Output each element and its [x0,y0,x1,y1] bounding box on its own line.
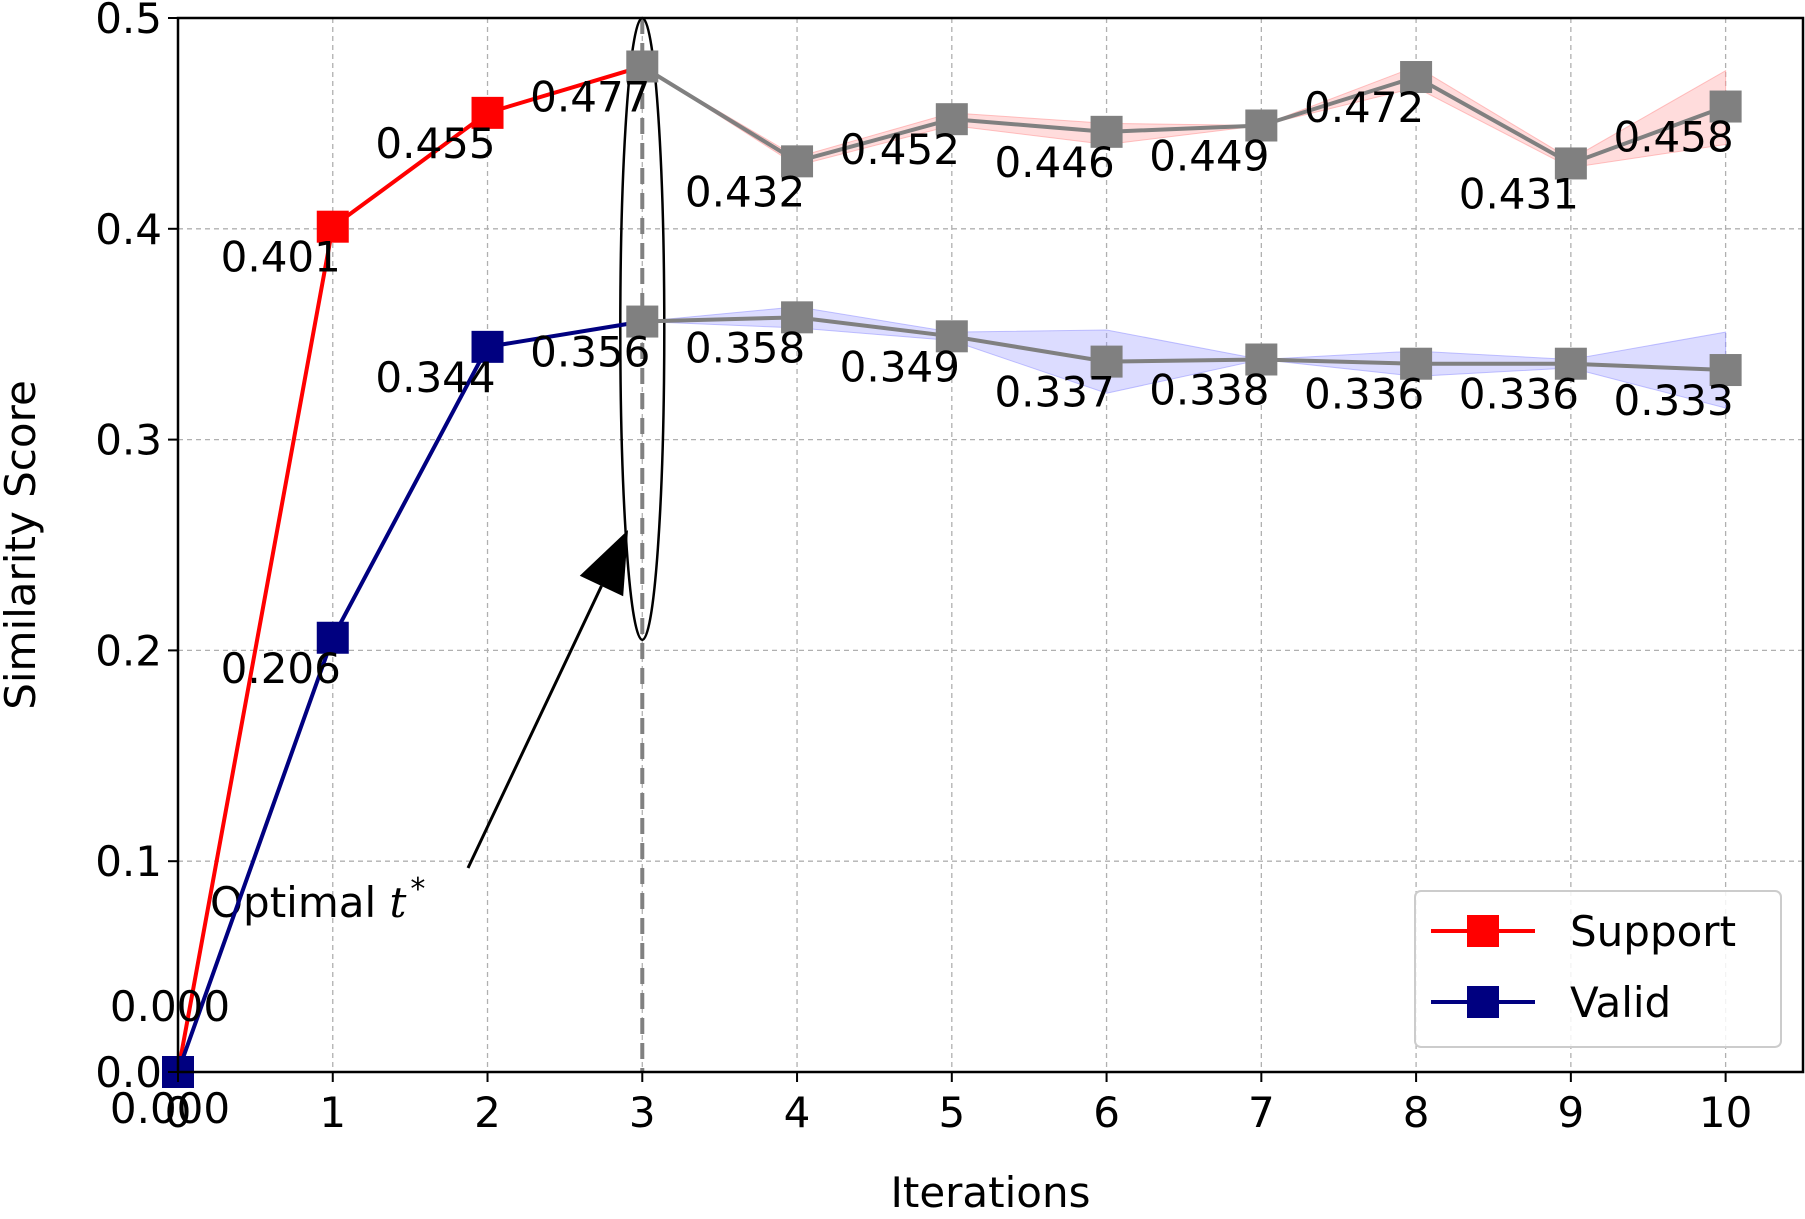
data-point-support [316,210,349,243]
x-axis-label: Iterations [890,1168,1090,1217]
x-tick-label: 3 [629,1088,656,1137]
data-point-support [781,145,814,178]
x-tick-label: 6 [1093,1088,1120,1137]
x-tick-label: 7 [1248,1088,1275,1137]
data-label: 0.344 [375,353,495,402]
series-line-tail-valid [642,315,1726,373]
data-label: 0.449 [1149,132,1269,181]
y-tick-label: 0.5 [95,0,162,43]
data-point-support [1709,90,1742,123]
y-tick-label: 0.3 [95,416,162,465]
data-label: 0.336 [1304,370,1424,419]
data-point-valid [471,330,504,363]
y-tick-label: 0.1 [95,837,162,886]
data-label: 0.000 [110,982,230,1031]
data-label: 0.336 [1459,370,1579,419]
data-point-valid [316,621,349,654]
optimal-annotation-text: Optimal t * [210,872,425,927]
optimal-annotation: Optimal t * [210,16,666,1072]
data-labels: 0.000 0.401 0.455 0.477 0.432 0.452 0.446 0.449… [110,72,1734,1133]
data-point-valid [1245,343,1278,376]
data-label: 0.338 [1149,365,1269,414]
data-point-support [626,50,659,83]
data-point-valid [781,301,814,334]
legend-label-valid: Valid [1570,978,1671,1027]
data-label: 0.356 [530,328,650,377]
x-tick-label: 4 [784,1088,811,1137]
x-tick-label: 8 [1403,1088,1430,1137]
data-point-support [1554,147,1587,180]
data-label: 0.333 [1613,376,1733,425]
series-lines [162,50,1742,1088]
data-label: 0.349 [840,342,960,391]
data-label: 0.401 [221,233,341,282]
y-tick-label: 0.2 [95,626,162,675]
data-point-support [1245,109,1278,142]
data-point-support [1090,115,1123,148]
series-line-tail-support [641,64,1727,166]
data-point-valid [1400,347,1433,380]
data-label: 0.206 [221,644,341,693]
data-point-valid [1709,354,1742,387]
data-point-support [471,96,504,129]
data-label: 0.000 [110,1084,230,1133]
data-label: 0.477 [530,72,650,121]
data-label: 0.337 [994,368,1114,417]
data-point-valid [1554,347,1587,380]
x-tick-label: 10 [1699,1088,1752,1137]
data-point-support [1400,61,1433,94]
legend-label-support: Support [1570,907,1736,956]
data-label: 0.431 [1459,169,1579,218]
series-line-valid [176,319,643,1073]
data-point-valid [935,320,968,353]
x-tick-label: 9 [1557,1088,1584,1137]
annotation-arrow-head [579,530,628,597]
data-label: 0.455 [375,119,495,168]
data-label: 0.358 [685,323,805,372]
legend-marker-support [1467,915,1499,947]
data-label: 0.446 [994,138,1114,187]
data-label: 0.458 [1613,113,1733,162]
x-tick-label: 0 [165,1088,192,1137]
data-label: 0.432 [685,167,805,216]
data-point-valid [626,305,659,338]
data-label: 0.472 [1304,83,1424,132]
y-tick-label: 0.0 [95,1048,162,1097]
x-tick-label: 1 [319,1088,346,1137]
data-point-valid [1090,345,1123,378]
series-line-support [176,64,643,1073]
legend: Support Valid [1414,890,1782,1048]
y-axis-label: Similarity Score [0,380,45,710]
y-tick-label: 0.4 [95,205,162,254]
data-point-support [935,103,968,136]
plot-frame [176,16,1805,1074]
legend-marker-valid [1467,986,1499,1018]
x-tick-label: 2 [474,1088,501,1137]
annotation-arrow-shaft [466,585,603,869]
x-tick-label: 5 [938,1088,965,1137]
data-label: 0.452 [840,125,960,174]
